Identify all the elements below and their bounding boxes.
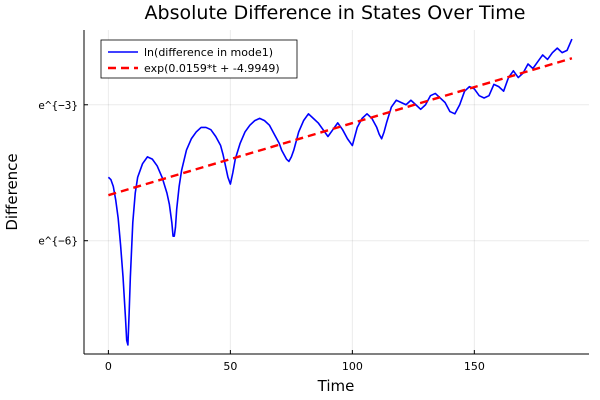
y-ticks: e^{−3} e^{−6} — [38, 99, 88, 248]
legend-entry-fit: exp(0.0159*t + -4.9949) — [144, 62, 280, 75]
series-line-mode1 — [107, 38, 573, 346]
series-line-fit — [108, 57, 573, 197]
x-tick-label: 0 — [105, 360, 112, 373]
x-ticks: 0 50 100 150 — [105, 350, 485, 373]
y-tick-label: e^{−6} — [38, 235, 78, 248]
y-axis-label: Difference — [3, 153, 21, 230]
x-tick-label: 100 — [342, 360, 363, 373]
grid — [84, 30, 589, 354]
series — [107, 38, 573, 346]
x-axis-label: Time — [317, 377, 355, 395]
legend-box — [100, 39, 298, 79]
x-tick-label: 50 — [223, 360, 237, 373]
legend-entry-mode1: ln(difference in mode1) — [144, 46, 273, 59]
y-tick-label: e^{−3} — [38, 99, 78, 112]
x-tick-label: 150 — [464, 360, 485, 373]
legend: ln(difference in mode1) exp(0.0159*t + -… — [100, 39, 298, 79]
chart-title: Absolute Difference in States Over Time — [145, 2, 526, 24]
